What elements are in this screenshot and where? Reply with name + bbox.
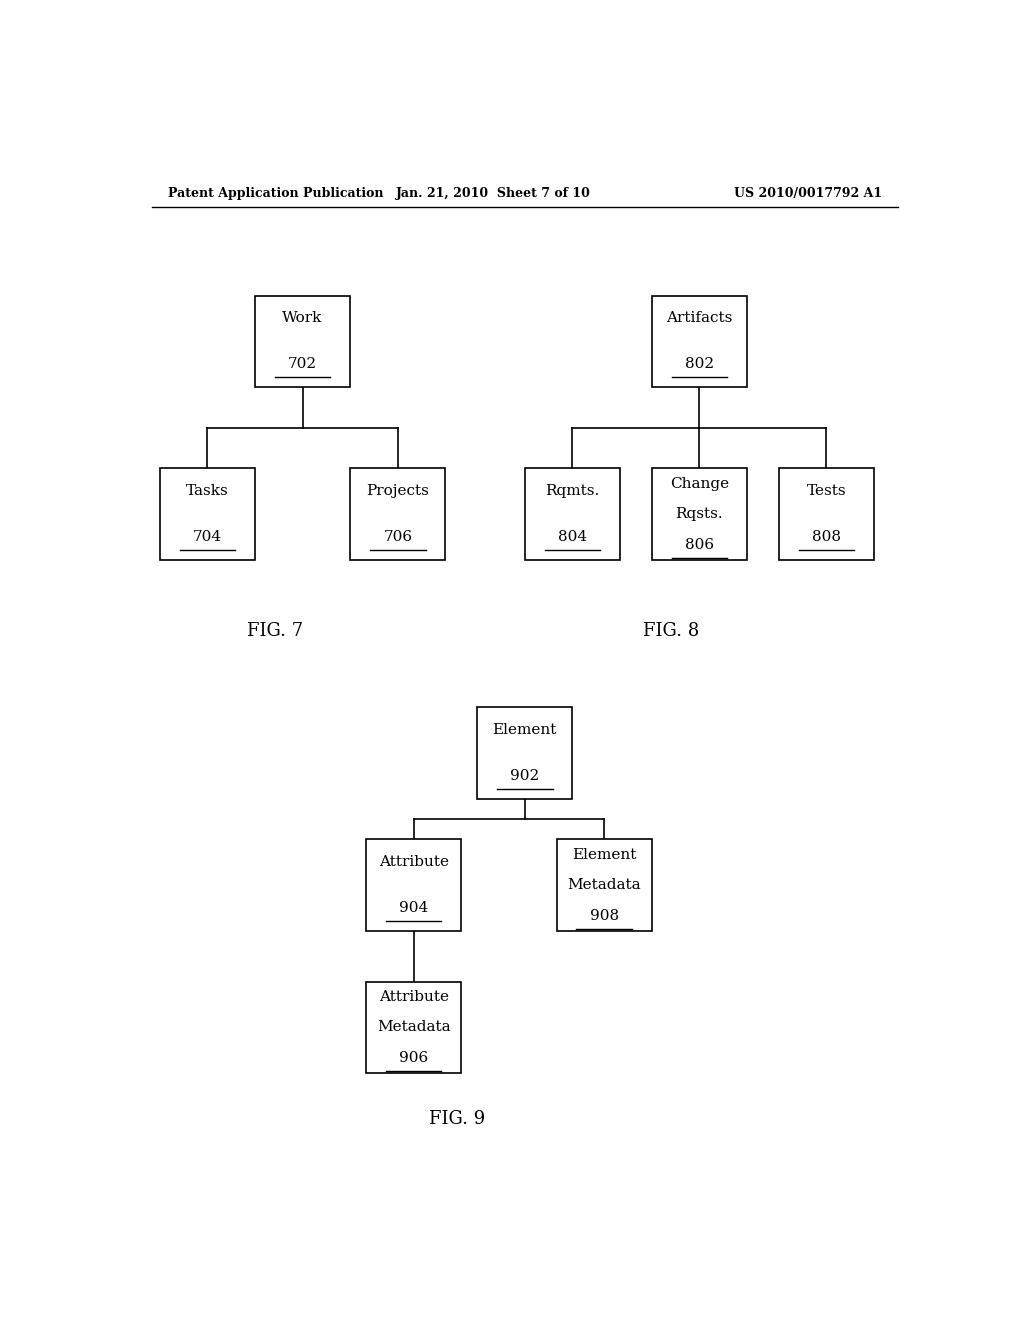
- Text: 806: 806: [685, 537, 714, 552]
- Text: FIG. 7: FIG. 7: [247, 622, 303, 640]
- Bar: [651, 469, 746, 560]
- Text: Rqsts.: Rqsts.: [676, 507, 723, 521]
- Bar: [160, 469, 255, 560]
- Text: Jan. 21, 2010  Sheet 7 of 10: Jan. 21, 2010 Sheet 7 of 10: [395, 187, 591, 201]
- Text: 704: 704: [193, 531, 222, 544]
- Text: 902: 902: [510, 768, 540, 783]
- Text: FIG. 8: FIG. 8: [643, 622, 699, 640]
- Bar: [779, 469, 874, 560]
- Bar: [367, 840, 461, 931]
- Text: FIG. 9: FIG. 9: [429, 1110, 485, 1127]
- Text: Element: Element: [493, 723, 557, 737]
- Bar: [557, 840, 652, 931]
- Bar: [367, 982, 461, 1073]
- Text: 802: 802: [685, 358, 714, 371]
- Text: 808: 808: [812, 531, 841, 544]
- Bar: [651, 296, 746, 387]
- Text: Work: Work: [283, 312, 323, 326]
- Text: Change: Change: [670, 477, 729, 491]
- Text: 906: 906: [399, 1051, 428, 1065]
- Text: Attribute: Attribute: [379, 855, 449, 870]
- Text: 702: 702: [288, 358, 317, 371]
- Text: 706: 706: [383, 531, 413, 544]
- Text: Metadata: Metadata: [377, 1020, 451, 1035]
- Text: Tests: Tests: [807, 484, 846, 498]
- Text: Rqmts.: Rqmts.: [546, 484, 599, 498]
- Text: Metadata: Metadata: [567, 878, 641, 892]
- Text: 904: 904: [399, 902, 428, 915]
- Text: 908: 908: [590, 908, 618, 923]
- Bar: [350, 469, 445, 560]
- Text: Patent Application Publication: Patent Application Publication: [168, 187, 383, 201]
- Bar: [477, 708, 572, 799]
- Text: 804: 804: [558, 531, 587, 544]
- Text: Element: Element: [572, 847, 636, 862]
- Text: Attribute: Attribute: [379, 990, 449, 1005]
- Text: Projects: Projects: [367, 484, 429, 498]
- Bar: [255, 296, 350, 387]
- Text: Artifacts: Artifacts: [667, 312, 732, 326]
- Text: US 2010/0017792 A1: US 2010/0017792 A1: [734, 187, 882, 201]
- Text: Tasks: Tasks: [186, 484, 228, 498]
- Bar: [524, 469, 620, 560]
